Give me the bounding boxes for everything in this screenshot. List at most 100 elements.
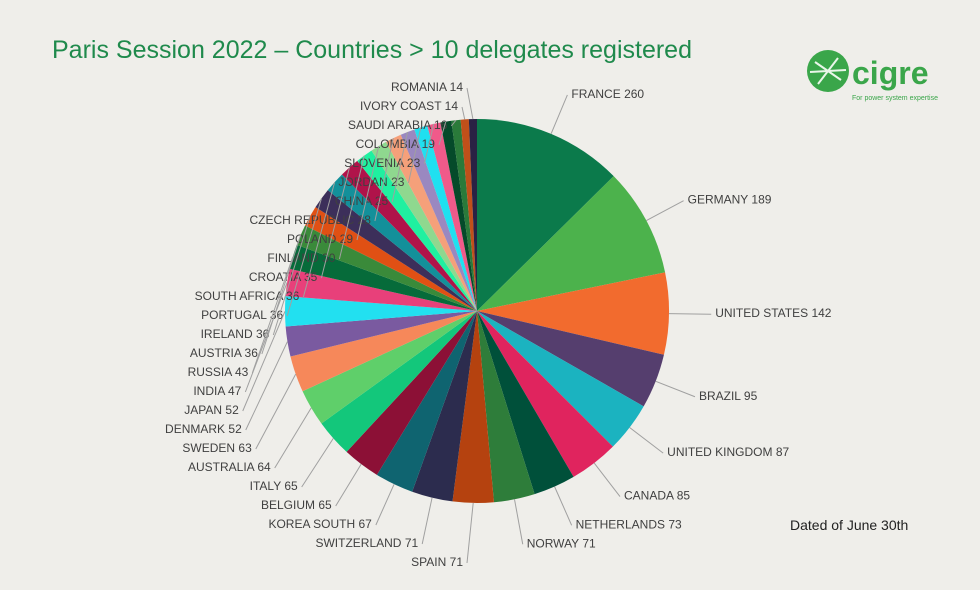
slice-value: 25	[375, 194, 389, 208]
slice-value: 64	[257, 460, 271, 474]
leader-line	[251, 256, 294, 374]
pie-slice	[477, 311, 535, 503]
slice-category: GERMANY	[688, 193, 749, 207]
slice-category: ITALY	[250, 479, 282, 493]
leader-line	[242, 311, 286, 412]
logo-icon-lines	[809, 57, 847, 85]
slice-value: 87	[776, 445, 790, 459]
slice-label: BELGIUM 65	[261, 498, 332, 512]
slice-category: SPAIN	[411, 555, 446, 569]
leader-line	[274, 407, 312, 469]
slice-category: RUSSIA	[188, 365, 233, 379]
pie-slice	[284, 296, 477, 327]
pie-slice	[452, 311, 494, 504]
slice-category: SWEDEN	[182, 441, 235, 455]
pie-slice	[451, 119, 477, 312]
slice-value: 14	[445, 99, 459, 113]
slice-value: 95	[744, 389, 758, 403]
leader-line	[655, 380, 696, 398]
slice-value: 28	[358, 213, 372, 227]
leader-line	[461, 106, 466, 120]
slice-category: COLOMBIA	[356, 137, 419, 151]
leader-line	[466, 87, 474, 120]
leader-line	[374, 138, 394, 222]
pie-slice	[371, 141, 477, 311]
slice-label: CZECH REPUBLIC 28	[250, 213, 372, 227]
slice-category: IRELAND	[201, 327, 253, 341]
slice-value: 43	[235, 365, 249, 379]
slice-label: SPAIN 71	[411, 555, 463, 569]
slice-value: 71	[582, 536, 596, 550]
slice-category: NORWAY	[527, 536, 579, 550]
slice-category: SOUTH AFRICA	[195, 289, 284, 303]
slice-label: SLOVENIA 23	[344, 156, 420, 170]
pie-slice	[302, 311, 477, 424]
slice-value: 65	[284, 479, 298, 493]
chart-title: Paris Session 2022 – Countries > 10 dele…	[52, 36, 692, 64]
slice-value: 52	[228, 422, 242, 436]
pie-slice	[285, 268, 477, 311]
slice-category: AUSTRIA	[190, 346, 242, 360]
slice-category: CANADA	[624, 489, 674, 503]
pie-slice	[346, 311, 477, 475]
slice-category: FRANCE	[571, 87, 620, 101]
slice-label: GERMANY 189	[688, 193, 772, 207]
leader-line	[255, 373, 297, 450]
leader-line	[450, 119, 457, 127]
pie-slice	[290, 311, 477, 392]
slice-value: 65	[318, 498, 332, 512]
pie-slice	[412, 311, 477, 502]
slice-label: JAPAN 52	[184, 403, 239, 417]
labels: FRANCE 260 GERMANY 189 UNITED STATES 142 BR…	[165, 80, 832, 569]
slice-label: KOREA SOUTH 67	[268, 517, 372, 531]
logo-name: cigre	[852, 55, 928, 91]
pie-slice	[477, 311, 644, 447]
pie	[284, 119, 670, 504]
slice-category: NETHERLANDS	[576, 517, 665, 531]
pie-slice	[296, 225, 477, 311]
pie-slice	[477, 311, 664, 407]
slice-value: 23	[407, 156, 421, 170]
pie-slice	[327, 174, 477, 311]
slice-value: 16	[434, 118, 448, 132]
slice-value: 47	[228, 384, 242, 398]
slice-label: IRELAND 36	[201, 327, 270, 341]
slice-value: 260	[624, 87, 644, 101]
slice-category: KOREA SOUTH	[268, 517, 355, 531]
leader-line	[261, 234, 302, 355]
slice-label: FRANCE 260	[571, 87, 644, 101]
slice-category: JORDAN	[338, 175, 387, 189]
slice-value: 29	[340, 232, 354, 246]
leader-line	[356, 145, 380, 241]
leader-line	[335, 463, 362, 507]
slice-category: JAPAN	[184, 403, 222, 417]
footnote: Dated of June 30th	[790, 517, 908, 533]
slice-value: 67	[359, 517, 373, 531]
slice-category: DENMARK	[165, 422, 225, 436]
slice-category: SAUDI ARABIA	[348, 118, 431, 132]
pie-slice	[460, 119, 477, 311]
pie-slice	[427, 122, 477, 311]
leader-line	[407, 127, 422, 184]
slice-label: UNITED KINGDOM 87	[667, 445, 789, 459]
slice-label: AUSTRIA 36	[190, 346, 258, 360]
pie-slice	[468, 119, 477, 311]
leader-line	[646, 200, 684, 221]
slice-label: NETHERLANDS 73	[576, 517, 682, 531]
slice-category: INDIA	[193, 384, 225, 398]
slice-category: BELGIUM	[261, 498, 315, 512]
pie-slice	[321, 311, 477, 452]
slice-label: SWITZERLAND 71	[315, 536, 418, 550]
slice-label: JORDAN 23	[338, 175, 404, 189]
slice-value: 189	[751, 193, 771, 207]
slice-category: PORTUGAL	[201, 308, 267, 322]
slice-label: UNITED STATES 142	[715, 306, 832, 320]
slice-category: POLAND	[287, 232, 337, 246]
pie-slice	[386, 134, 477, 311]
leader-line	[550, 94, 568, 135]
slice-category: CZECH REPUBLIC	[250, 213, 355, 227]
slice-value: 30	[322, 251, 336, 265]
leader-line	[466, 502, 474, 564]
slice-value: 14	[450, 80, 464, 94]
slice-category: BRAZIL	[699, 389, 741, 403]
